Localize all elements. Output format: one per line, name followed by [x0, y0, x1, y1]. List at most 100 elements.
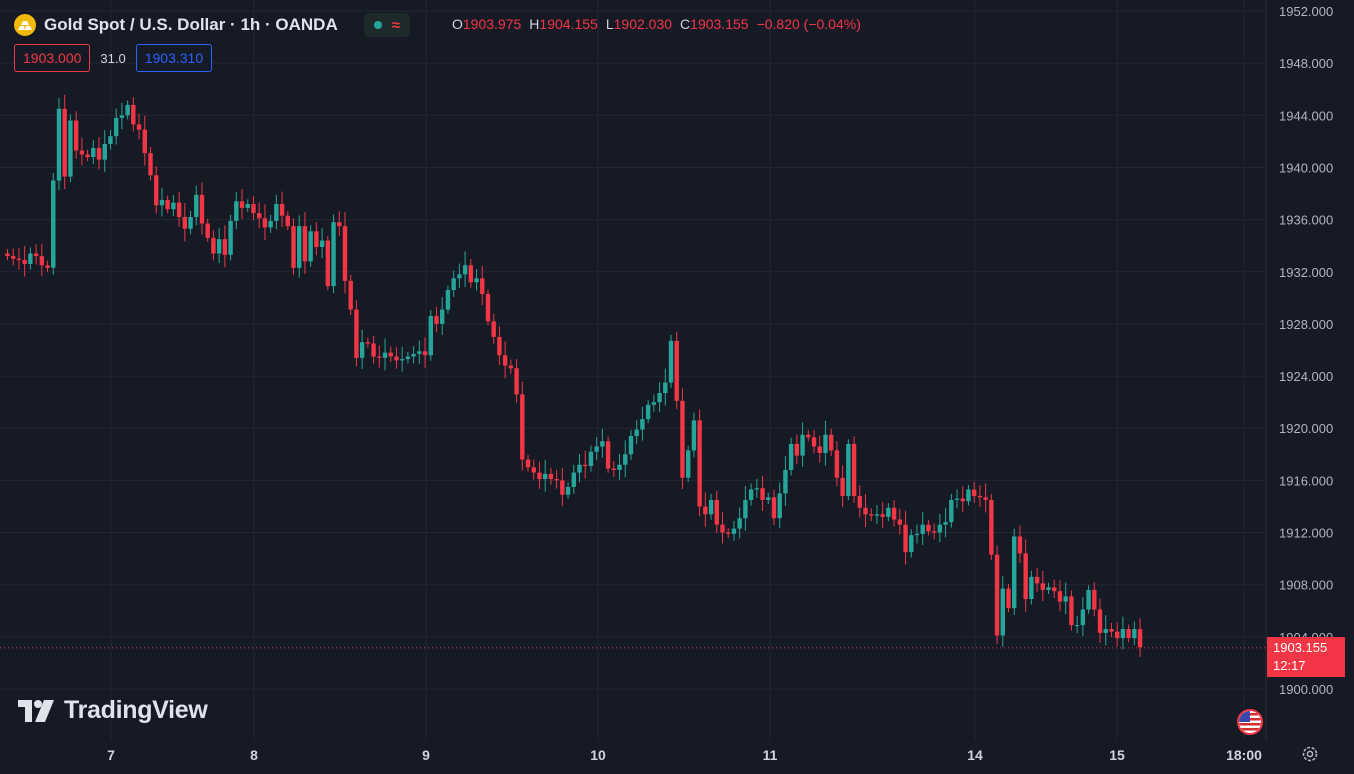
- candle-body: [22, 260, 27, 264]
- candle-body: [417, 351, 422, 354]
- candle-body: [1029, 576, 1034, 600]
- candle-body: [1046, 587, 1051, 590]
- buy-price-button[interactable]: 1903.310: [135, 44, 213, 72]
- candle-body: [382, 352, 388, 358]
- time-tick-label: 8: [250, 747, 258, 763]
- candle-body: [828, 434, 834, 451]
- candle-body: [154, 175, 159, 206]
- candle-body: [468, 265, 474, 283]
- candle-body: [674, 340, 679, 401]
- candle-body: [188, 217, 193, 229]
- candle-body: [485, 293, 491, 322]
- candle-body: [1057, 591, 1063, 602]
- price-tick-label: 1916.000: [1279, 473, 1333, 488]
- us-flag-icon[interactable]: [1237, 709, 1263, 735]
- candle-body: [1069, 596, 1074, 626]
- candle-body: [365, 342, 371, 344]
- candle-body: [377, 356, 382, 358]
- candle-body: [285, 215, 290, 227]
- price-tick-label: 1920.000: [1279, 421, 1333, 436]
- candle-body: [525, 459, 531, 468]
- candle-body: [262, 218, 268, 228]
- candle-body: [325, 240, 331, 287]
- candle-body: [823, 434, 828, 454]
- candle-body: [971, 489, 977, 497]
- candle-body: [645, 404, 651, 420]
- candle-body: [245, 203, 250, 208]
- candle-body: [440, 309, 445, 324]
- price-tick-label: 1940.000: [1279, 160, 1333, 175]
- candle-body: [411, 353, 416, 357]
- candle-body: [989, 499, 994, 555]
- candle-body: [571, 472, 576, 487]
- candle-body: [1000, 588, 1005, 636]
- candle-body: [1034, 576, 1040, 584]
- open-label: O: [452, 16, 463, 32]
- candle-body: [68, 120, 73, 177]
- candle-body: [920, 524, 925, 534]
- symbol-title[interactable]: Gold Spot / U.S. Dollar · 1h · OANDA: [44, 15, 338, 34]
- candle-body: [605, 441, 611, 469]
- candle-body: [628, 436, 634, 455]
- spread-value: 31.0: [100, 50, 126, 66]
- candle-body: [1052, 587, 1057, 592]
- candle-body: [685, 450, 691, 478]
- candle-body: [33, 253, 39, 257]
- candle-body: [119, 115, 125, 118]
- last-price-tag: 1903.155 12:17: [1267, 637, 1345, 677]
- logo-text: TradingView: [64, 696, 208, 724]
- time-axis[interactable]: 7 8 9 10 11 14 15 18:00: [107, 747, 1262, 763]
- status-pill[interactable]: ≈: [363, 13, 410, 37]
- sell-price-button[interactable]: 1903.000: [14, 44, 91, 72]
- market-open-dot-icon: [373, 21, 382, 29]
- candle-body: [588, 451, 594, 467]
- gold-coin-icon: [14, 14, 36, 36]
- last-price-value: 1903.155: [1273, 640, 1328, 655]
- candle-body: [1017, 536, 1023, 554]
- candle-body: [909, 535, 914, 553]
- candle-body: [806, 434, 811, 438]
- close-value: 1903.155: [690, 16, 749, 32]
- candle-body: [834, 450, 840, 478]
- candle-body: [394, 356, 399, 361]
- candle-body: [1023, 553, 1028, 600]
- time-tick-label: 9: [422, 747, 430, 763]
- candle-body: [600, 441, 605, 447]
- price-axis[interactable]: 1952.000 1948.000 1944.000 1940.000 1936.000…: [1279, 4, 1333, 697]
- candle-body: [1132, 629, 1137, 639]
- candle-body: [279, 203, 285, 216]
- candle-body: [874, 514, 880, 516]
- candle-body: [811, 437, 817, 447]
- candle-body: [39, 256, 45, 266]
- price-tick-label: 1936.000: [1279, 213, 1333, 228]
- tradingview-logo[interactable]: TradingView: [18, 696, 208, 725]
- symbol-header[interactable]: Gold Spot / U.S. Dollar · 1h · OANDA ≈: [14, 12, 410, 38]
- candle-body: [886, 507, 891, 517]
- candle-body: [291, 226, 296, 268]
- candle-body: [239, 201, 245, 208]
- bar-countdown: 12:17: [1273, 658, 1306, 673]
- candle-body: [977, 496, 983, 498]
- settings-gear-icon[interactable]: [1300, 744, 1320, 764]
- high-value: 1904.155: [539, 16, 598, 32]
- candle-body: [737, 518, 742, 529]
- candle-body: [113, 117, 119, 137]
- candle-body: [720, 524, 725, 533]
- candle-body: [62, 108, 67, 177]
- candle-body: [931, 531, 937, 533]
- candle-body: [663, 382, 668, 394]
- candle-body: [176, 202, 182, 218]
- candle-body: [565, 486, 571, 495]
- candle-body: [297, 226, 302, 268]
- trade-panel: 1903.000 31.0 1903.310: [14, 44, 213, 72]
- candle-body: [342, 226, 348, 281]
- candle-body: [319, 240, 325, 247]
- open-value: 1903.975: [462, 16, 522, 32]
- candle-body: [846, 443, 851, 497]
- candle-body: [148, 153, 153, 176]
- price-tick-label: 1924.000: [1279, 369, 1333, 384]
- close-label: C: [680, 16, 691, 32]
- candle-body: [171, 202, 176, 210]
- candle-body: [754, 488, 760, 490]
